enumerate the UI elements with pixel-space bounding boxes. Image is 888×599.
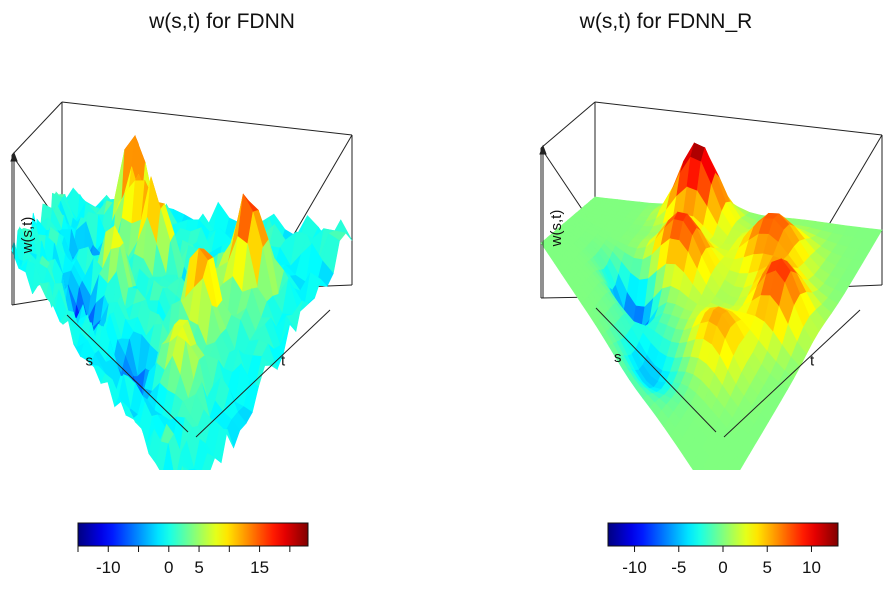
z-axis-label: w(s,t) xyxy=(19,217,36,255)
axes xyxy=(539,144,861,438)
colorbar-tick-label: -5 xyxy=(671,558,686,577)
x-axis-label: s xyxy=(86,353,94,370)
surface-facet xyxy=(180,465,184,470)
surface-mesh xyxy=(540,142,883,470)
colorbar: -10 0 5 15 xyxy=(77,522,309,577)
surface-facet xyxy=(187,468,197,470)
colorbar-tick-label: 15 xyxy=(250,558,269,577)
colorbar-tick-label: 10 xyxy=(802,558,821,577)
surface-facet xyxy=(181,465,189,470)
colorbar-tick-label: 5 xyxy=(194,558,203,577)
chart-title: w(s,t) for FDNN_R xyxy=(579,10,753,33)
colorbar-tick-label: 0 xyxy=(164,558,173,577)
surface-facet xyxy=(201,452,216,470)
surface-facet xyxy=(193,438,208,470)
surface-facet xyxy=(167,433,182,470)
axes xyxy=(10,151,331,438)
y-axis-label: t xyxy=(281,353,286,370)
surface-facet xyxy=(703,456,717,470)
colorbar-tick-label: 0 xyxy=(718,558,727,577)
x-axis-label: s xyxy=(614,349,622,366)
colorbar-tick-label: -10 xyxy=(622,558,647,577)
surface-plot: w(s,t) s t xyxy=(539,101,883,470)
z-axis-label: w(s,t) xyxy=(548,210,565,248)
surface-mesh xyxy=(11,134,353,470)
chart-panel-fdnn: w(s,t) for FDNN w(s,t) s t -10 0 5 15 xyxy=(10,10,353,577)
surface-facet xyxy=(714,466,720,470)
colorbar-gradient xyxy=(607,522,839,547)
colorbar: -10 -5 0 5 10 xyxy=(607,522,839,577)
colorbar-gradient xyxy=(77,522,309,547)
chart-panel-fdnn-r: w(s,t) for FDNN_R w(s,t) s t -10 -5 0 5 10 xyxy=(444,0,888,599)
chart-title: w(s,t) for FDNN xyxy=(149,10,295,33)
surface-facet xyxy=(729,455,744,470)
surface-facet xyxy=(701,466,706,470)
surface-facet xyxy=(163,443,174,470)
surface-facet xyxy=(155,441,169,470)
surface-facet xyxy=(715,456,730,470)
surface-facet xyxy=(690,456,704,470)
colorbar-tick-label: -10 xyxy=(96,558,121,577)
surface-plot: w(s,t) s t xyxy=(10,101,353,470)
colorbar-tick-label: 5 xyxy=(762,558,771,577)
surface-facet xyxy=(726,465,734,470)
y-axis-label: t xyxy=(810,353,815,370)
